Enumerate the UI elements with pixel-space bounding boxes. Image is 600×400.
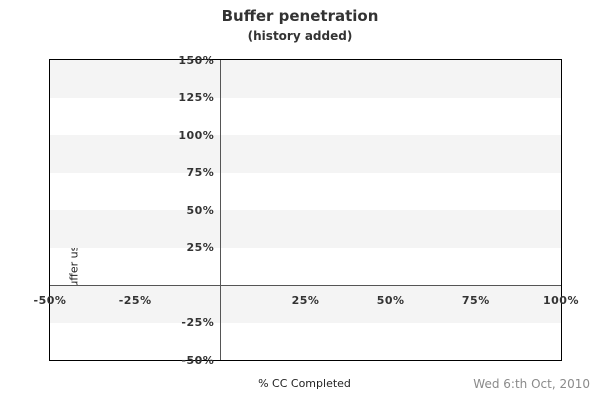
chart-subtitle: (history added) bbox=[247, 29, 353, 43]
x-tick-label: -25% bbox=[118, 294, 152, 307]
grid-band bbox=[50, 135, 561, 173]
x-tick-label: 50% bbox=[376, 294, 405, 307]
chart-title: Buffer penetration bbox=[221, 7, 379, 25]
x-tick-label: 75% bbox=[461, 294, 490, 307]
y-tick-label: 75% bbox=[186, 166, 215, 179]
x-tick-label: -50% bbox=[33, 294, 67, 307]
x-tick-label: 25% bbox=[291, 294, 320, 307]
y-tick-label: 125% bbox=[178, 91, 215, 104]
y-tick-label: -25% bbox=[181, 316, 215, 329]
footer-date: Wed 6:th Oct, 2010 bbox=[473, 377, 590, 391]
y-tick-label: 100% bbox=[178, 128, 215, 142]
y-tick-label: -50% bbox=[181, 353, 215, 367]
grid-band bbox=[50, 285, 561, 323]
grid-band bbox=[50, 60, 561, 98]
plot-area: % Buffer used 150% 125% 100% 75% 50% 25% -25% -… bbox=[34, 54, 579, 367]
y-tick-label: 50% bbox=[186, 203, 215, 217]
grid-band bbox=[50, 210, 561, 248]
y-tick-label: 25% bbox=[186, 241, 215, 254]
x-axis-title: % CC Completed bbox=[258, 377, 351, 390]
y-axis-title: % Buffer used bbox=[67, 231, 81, 310]
x-axis-line bbox=[50, 285, 561, 286]
y-axis-line bbox=[220, 60, 222, 360]
x-tick-label: 100% bbox=[543, 294, 579, 307]
y-tick-label: 150% bbox=[178, 53, 215, 67]
